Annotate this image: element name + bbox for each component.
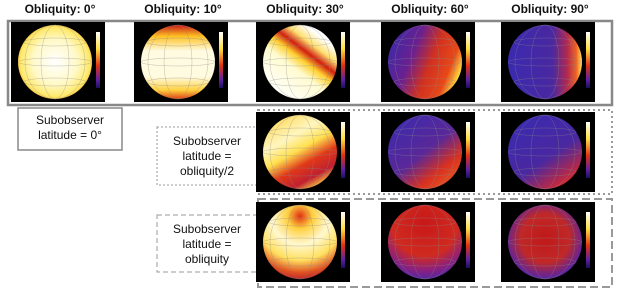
colorbar	[586, 212, 590, 268]
row-label: obliquity/2	[180, 164, 234, 178]
grid-line	[140, 57, 216, 67]
labels: Obliquity: 0° Obliquity: 10° Obliquity: 30…	[25, 2, 589, 266]
grid-line	[269, 24, 331, 100]
grid-line	[514, 24, 576, 100]
grid-line	[393, 37, 457, 47]
grid-line	[262, 147, 338, 157]
row-label: latitude =	[182, 149, 231, 163]
grid-line	[393, 167, 457, 177]
planet-map	[18, 25, 92, 99]
grid-line	[268, 257, 332, 267]
colorbar	[341, 32, 345, 88]
column-header: Obliquity: 10°	[144, 2, 222, 16]
planet-map	[388, 25, 462, 99]
row-label: latitude = 0°	[38, 128, 102, 142]
grid-line	[147, 24, 209, 100]
grid-line	[268, 127, 332, 137]
planet-map	[508, 25, 582, 99]
row1-frame	[6, 19, 614, 107]
colorbar	[586, 122, 590, 178]
grid-line	[513, 37, 577, 47]
grid-line	[262, 57, 338, 67]
row1-label-box	[17, 107, 123, 151]
grid-line	[268, 167, 332, 177]
row-label: Subobserver	[173, 222, 241, 236]
grid-line	[393, 257, 457, 267]
grid-line	[514, 114, 576, 190]
grid-line	[268, 37, 332, 47]
grid-line	[394, 24, 456, 100]
row-label: Subobserver	[36, 113, 104, 127]
grid-line	[507, 147, 583, 157]
grid-line	[513, 217, 577, 227]
row-label: Subobserver	[173, 134, 241, 148]
grid-line	[514, 204, 576, 280]
row-label: obliquity	[185, 252, 229, 266]
grid-line	[393, 217, 457, 227]
grid-line	[507, 237, 583, 247]
grid-line	[24, 24, 86, 100]
grid-line	[387, 237, 463, 247]
colorbar	[96, 32, 100, 88]
grid-line	[269, 114, 331, 190]
grid-line	[262, 237, 338, 247]
colorbar	[586, 32, 590, 88]
grid-line	[268, 217, 332, 227]
grid-line	[507, 57, 583, 67]
planet-map	[388, 205, 462, 279]
grid-line	[146, 37, 210, 47]
grid-line	[387, 147, 463, 157]
grid-line	[23, 37, 87, 47]
colorbar	[341, 212, 345, 268]
row2-frame	[257, 109, 613, 195]
grid-line	[146, 77, 210, 87]
colorbar	[466, 122, 470, 178]
planet-map	[141, 25, 215, 99]
planet-map	[263, 25, 337, 99]
planet-map	[263, 205, 337, 279]
grid-line	[268, 77, 332, 87]
column-header: Obliquity: 60°	[391, 2, 469, 16]
planet-map	[508, 115, 582, 189]
grid-line	[23, 77, 87, 87]
column-header: Obliquity: 0°	[25, 2, 96, 16]
grid-line	[17, 57, 93, 67]
grid-line	[394, 114, 456, 190]
row-label: latitude =	[182, 237, 231, 251]
grid-line	[513, 257, 577, 267]
grid-line	[394, 204, 456, 280]
grid-line	[269, 204, 331, 280]
grid-line	[513, 127, 577, 137]
planet-map	[508, 205, 582, 279]
grid-line	[513, 77, 577, 87]
grid-line	[513, 167, 577, 177]
grid-line	[387, 57, 463, 67]
colorbar	[219, 32, 223, 88]
column-header: Obliquity: 90°	[511, 2, 589, 16]
column-header: Obliquity: 30°	[266, 2, 344, 16]
colorbar	[466, 32, 470, 88]
maps	[11, 22, 595, 282]
grid-line	[393, 77, 457, 87]
planet-map	[263, 115, 337, 189]
colorbar	[466, 212, 470, 268]
colorbar	[341, 122, 345, 178]
grid-line	[393, 127, 457, 137]
planet-map	[388, 115, 462, 189]
